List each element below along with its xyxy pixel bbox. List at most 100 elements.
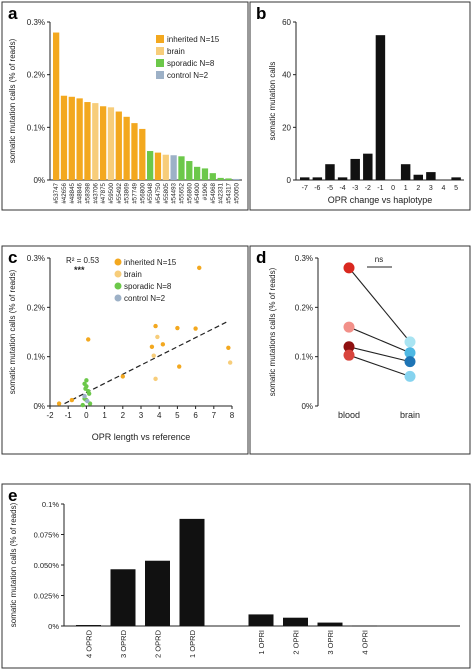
a-x-tick-label: #43706 [92,182,99,203]
a-x-tick-label: #57749 [131,182,138,203]
d-y-tick-label: 0% [301,402,313,411]
c-x-tick-label: 4 [157,411,162,420]
panel-b-frame [249,1,471,211]
d-brain-point [404,336,416,348]
e-bar [283,617,308,626]
a-legend-swatch [156,47,164,55]
e-x-tick-label: 3 OPRI [326,630,335,655]
a-x-tick-label: #56860 [186,182,193,203]
b-bar [426,172,436,180]
c-point-control [82,393,87,399]
chart-d: 0% 0.1% 0.2% 0.3% somatic mutations calls (%… [268,254,420,420]
c-legend-marker [114,282,122,290]
d-blood-point [343,349,355,361]
a-bar [139,128,146,180]
d-pair-line [348,267,411,343]
a-bar [107,107,115,180]
chart-c: 0% 0.1% 0.2% 0.3% -2 -1 0 1 2 3 4 5 6 7 8 somatic mutat… [8,254,235,442]
c-x-tick-label: -1 [65,411,73,420]
a-bar [147,151,154,180]
b-x-tick-label: -5 [327,185,333,192]
e-bar [317,622,343,626]
b-x-tick-label: -6 [314,185,320,192]
a-bar [76,98,83,180]
b-bar [451,177,461,180]
b-x-tick-label: -3 [352,185,358,192]
e-bar [352,625,377,627]
c-point-inherited [149,344,155,349]
a-bar [123,116,130,180]
a-bar [60,95,68,180]
a-legend-label: control N=2 [167,71,209,80]
a-x-tick-label: #48845 [69,182,76,203]
e-x-tick-label: 4 OPRI [361,630,370,655]
a-x-tick-label: #58398 [84,182,91,203]
c-legend-label: inherited N=15 [124,258,177,267]
c-x-label: OPR length vs reference [92,432,191,442]
c-point-inherited [56,401,62,406]
c-point-inherited [175,325,180,331]
c-y-tick-label: 0.2% [27,303,45,312]
d-brain-point [404,347,416,359]
b-bar [363,153,373,180]
c-legend-label: brain [124,270,142,279]
c-point-inherited [160,342,166,347]
d-brain-point [404,356,416,368]
e-y-tick-label: 0.050% [34,561,60,570]
a-x-tick-label: #42331 [218,182,225,203]
c-point-inherited [120,374,126,379]
panel-a-frame [1,1,249,211]
c-point-brain [151,353,156,358]
b-x-tick-label: -7 [302,185,308,192]
a-x-tick-label: #56800 [139,182,146,203]
c-y-tick-label: 0% [33,402,45,411]
b-x-tick-label: 3 [429,185,433,192]
c-point-inherited [153,323,158,329]
a-x-tick-label: #53869 [124,182,131,203]
a-bar [209,173,216,180]
c-x-tick-label: 2 [121,411,126,420]
d-blood-point [343,341,355,353]
a-bar [217,177,224,180]
a-bar [233,178,240,180]
c-r2-annotation: R² = 0.53 [66,256,100,265]
a-y-tick-label: 0% [33,176,45,185]
panel-c-frame [1,245,249,455]
c-legend-marker [114,258,122,266]
c-legend-label: control N=2 [124,294,166,303]
a-bar [53,32,60,181]
a-bar [201,168,209,180]
a-y-tick-label: 0.1% [27,123,45,132]
a-x-tick-label: #50050 [233,182,240,203]
a-legend-label: sporadic N=8 [167,59,215,68]
e-y-label: somatic mutation calls (% of reads) [9,502,18,627]
panel-d-letter: d [256,248,266,267]
e-y-tick-label: 0% [48,622,59,631]
a-x-tick-label: #54317 [225,182,232,203]
c-point-inherited [86,337,91,342]
panel-d-frame [249,245,471,455]
c-y-label: somatic mutation calls (% of reads) [8,269,17,394]
c-point-sporadic [84,378,89,383]
d-pair-line [348,326,411,354]
c-x-tick-label: 5 [175,411,180,420]
b-y-tick-label: 20 [282,123,291,132]
a-bar [170,155,177,180]
c-trendline [64,320,229,405]
b-bar [413,174,423,180]
a-x-tick-label: #54968 [210,182,217,203]
e-bar [179,518,205,626]
c-point-control [85,398,90,404]
a-bar [194,166,201,180]
a-bar [68,96,75,180]
c-point-inherited [177,364,182,369]
b-bar [350,158,360,180]
a-y-tick-label: 0.3% [27,18,45,27]
panel-c-letter: c [8,248,17,267]
d-blood-point [343,262,355,274]
a-bar [162,154,169,180]
c-y-tick-label: 0.1% [27,353,45,362]
b-y-label: somatic mutation calls [268,62,277,141]
e-bar [76,625,101,626]
a-x-tick-label: #55048 [147,182,154,203]
